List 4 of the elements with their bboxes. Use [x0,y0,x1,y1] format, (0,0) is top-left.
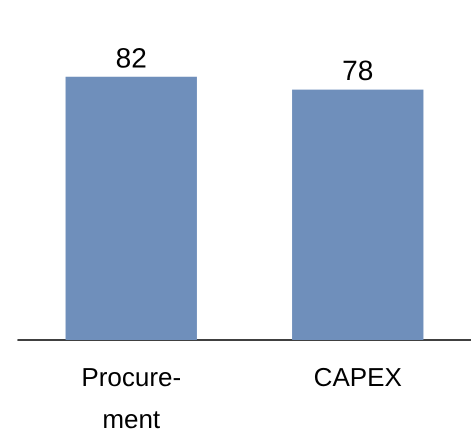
x-tick-label: Procure- ment [81,362,182,434]
data-label: 82 [116,42,147,74]
x-tick-label: CAPEX [314,362,402,392]
data-label: 78 [342,55,374,86]
